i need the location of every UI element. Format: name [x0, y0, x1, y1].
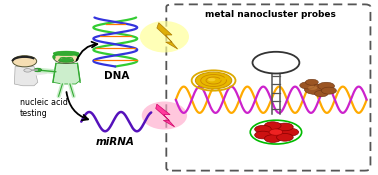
Circle shape — [34, 68, 42, 72]
Circle shape — [255, 131, 271, 139]
Circle shape — [265, 122, 281, 130]
Ellipse shape — [59, 58, 74, 62]
Circle shape — [308, 86, 317, 90]
Circle shape — [305, 79, 318, 85]
Circle shape — [318, 82, 335, 90]
Text: metal nanocluster probes: metal nanocluster probes — [205, 10, 336, 19]
Circle shape — [24, 69, 31, 72]
Circle shape — [54, 52, 79, 64]
Text: DNA: DNA — [104, 71, 130, 81]
FancyBboxPatch shape — [166, 4, 370, 171]
Ellipse shape — [142, 102, 187, 130]
Circle shape — [277, 134, 293, 141]
Polygon shape — [157, 23, 178, 49]
Circle shape — [12, 56, 37, 67]
Circle shape — [282, 128, 299, 136]
Circle shape — [195, 72, 232, 89]
Circle shape — [277, 123, 293, 131]
Polygon shape — [14, 66, 38, 86]
Ellipse shape — [53, 51, 79, 56]
Text: miRNA: miRNA — [96, 137, 135, 147]
Ellipse shape — [140, 21, 189, 52]
Circle shape — [208, 78, 215, 81]
Polygon shape — [156, 104, 175, 127]
Circle shape — [304, 84, 327, 95]
Circle shape — [269, 129, 283, 135]
Circle shape — [255, 125, 271, 133]
Circle shape — [314, 90, 328, 97]
Circle shape — [265, 135, 281, 142]
Circle shape — [321, 87, 336, 94]
Circle shape — [300, 82, 315, 89]
Text: nucleic acid
testing: nucleic acid testing — [20, 98, 68, 118]
Polygon shape — [53, 63, 80, 84]
